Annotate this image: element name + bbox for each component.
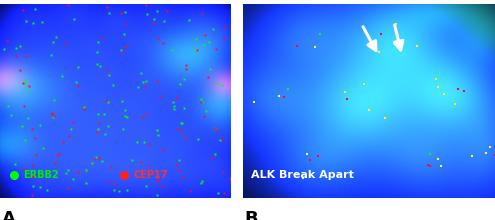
Text: ERBB2: ERBB2 — [23, 170, 58, 180]
Text: B: B — [245, 210, 258, 220]
Text: ALK Break Apart: ALK Break Apart — [250, 170, 353, 180]
Text: A: A — [2, 210, 16, 220]
Text: CEP17: CEP17 — [134, 170, 168, 180]
